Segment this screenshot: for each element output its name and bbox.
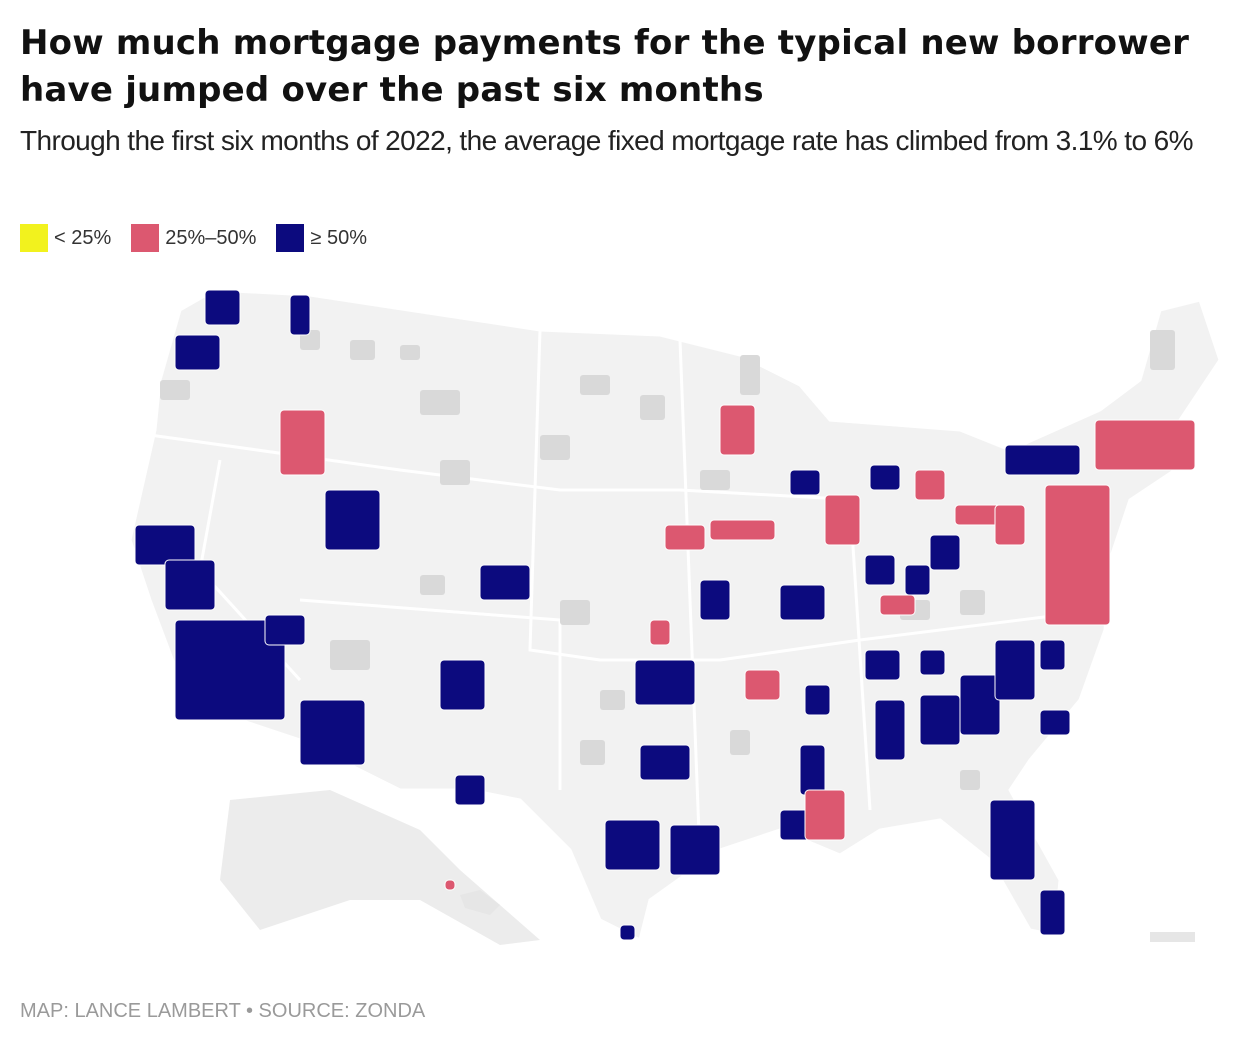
metro-area — [864, 554, 896, 586]
metro-area — [600, 690, 625, 710]
metro-area — [1039, 639, 1066, 671]
metro-area — [1094, 419, 1196, 471]
metro-area — [730, 730, 750, 755]
metro-area — [540, 435, 570, 460]
metro-area — [1039, 709, 1071, 736]
metro-area — [699, 579, 731, 621]
metro-area — [204, 289, 241, 326]
metro-area — [1150, 330, 1175, 370]
metro-area — [824, 494, 861, 546]
metro-area — [639, 744, 691, 781]
metro-area — [664, 524, 706, 551]
metro-area — [744, 669, 781, 701]
metro-area — [640, 395, 665, 420]
metro-area — [580, 740, 605, 765]
metro-area — [279, 409, 326, 476]
puerto-rico — [1150, 932, 1195, 942]
legend: < 25% 25%–50% ≥ 50% — [20, 224, 367, 252]
legend-swatch — [131, 224, 160, 252]
state-line — [848, 499, 872, 811]
metro-area — [989, 799, 1036, 881]
metro-area — [580, 375, 610, 395]
legend-swatch — [20, 224, 48, 252]
metro-area — [604, 819, 661, 871]
legend-item: ≥ 50% — [276, 224, 367, 252]
metro-area — [649, 619, 671, 646]
metro-area — [350, 340, 375, 360]
metro-area — [864, 649, 901, 681]
metro-area — [700, 470, 730, 490]
metro-area — [804, 789, 846, 841]
subtitle: Through the first six months of 2022, th… — [20, 125, 1193, 156]
metro-area — [1044, 484, 1111, 626]
metro-area — [479, 564, 531, 601]
alaska — [220, 790, 540, 945]
metro-area — [439, 659, 486, 711]
legend-label: ≥ 50% — [310, 226, 368, 249]
metro-area — [420, 575, 445, 595]
metro-area — [400, 345, 420, 360]
metro-area — [174, 619, 286, 721]
metro-area — [879, 594, 916, 616]
metro-area — [619, 924, 636, 941]
metro-area — [994, 639, 1036, 701]
metro-area — [719, 404, 756, 456]
metro-area — [454, 774, 486, 806]
metro-area — [669, 824, 721, 876]
metro-area — [804, 684, 831, 716]
metro-area — [904, 564, 931, 596]
state-line — [678, 339, 702, 861]
metro-area — [1039, 889, 1066, 936]
legend-label: 25%–50% — [165, 226, 257, 249]
map — [128, 288, 1222, 945]
metro-area — [919, 649, 946, 676]
metro-area — [440, 460, 470, 485]
metro-area — [959, 674, 1001, 736]
metro-area — [960, 590, 985, 615]
metro-area — [919, 694, 961, 746]
metro-area — [789, 469, 821, 496]
metro-area — [929, 534, 961, 571]
source: MAP: LANCE LAMBERT • SOURCE: ZONDA — [20, 1000, 426, 1022]
metro-area — [134, 524, 196, 566]
metro-area — [164, 559, 216, 611]
metro-areas — [134, 289, 1196, 941]
metro-area — [330, 640, 370, 670]
metro-area — [869, 464, 901, 491]
metro-area — [324, 489, 381, 551]
metro-area — [740, 355, 760, 395]
metro-area — [914, 469, 946, 501]
legend-label: < 25% — [54, 226, 112, 249]
metro-area — [799, 744, 826, 796]
metro-area — [1004, 444, 1081, 476]
metro-area — [289, 294, 311, 336]
metro-area — [994, 504, 1026, 546]
legend-swatch — [276, 224, 305, 252]
metro-area — [874, 699, 906, 761]
metro-area — [444, 879, 456, 891]
metro-area — [299, 699, 366, 766]
metro-area — [779, 584, 826, 621]
metro-area — [634, 659, 696, 706]
title: How much mortgage payments for the typic… — [20, 23, 1190, 110]
metro-area — [420, 390, 460, 415]
metro-area — [264, 614, 306, 646]
legend-item: 25%–50% — [131, 224, 256, 252]
metro-area — [560, 600, 590, 625]
metro-area — [174, 334, 221, 371]
metro-area — [160, 380, 190, 400]
hawaii — [460, 890, 500, 915]
metro-area — [709, 519, 776, 541]
legend-item: < 25% — [20, 224, 111, 252]
metro-area — [960, 770, 980, 790]
